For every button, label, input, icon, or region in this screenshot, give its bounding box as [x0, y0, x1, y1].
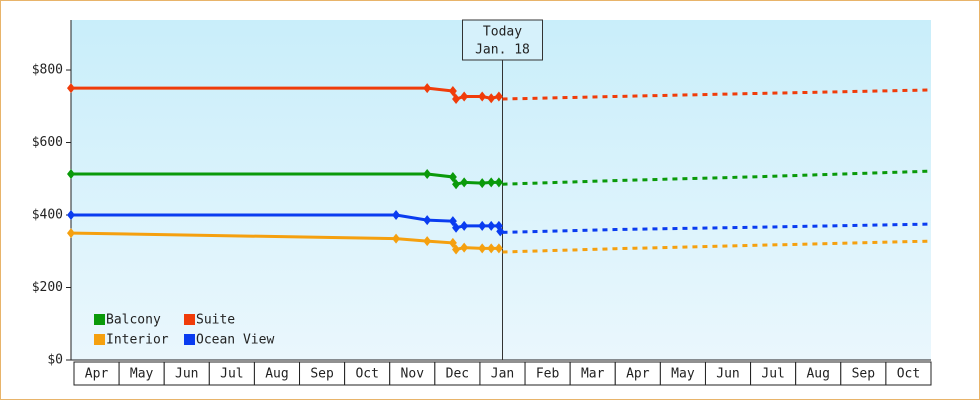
legend-swatch — [184, 314, 195, 325]
x-tick-label: Jun — [716, 367, 739, 382]
point — [423, 236, 432, 247]
legend-swatch — [94, 334, 105, 345]
point — [67, 228, 75, 239]
x-tick-label: Mar — [581, 367, 605, 382]
point — [423, 215, 432, 226]
y-tick-label: $600 — [32, 135, 63, 150]
y-tick-label: $0 — [47, 353, 63, 368]
x-tick-label: Nov — [401, 367, 425, 382]
point — [67, 169, 75, 180]
forecast-line — [502, 222, 932, 234]
x-tick-label: Apr — [626, 367, 650, 382]
y-tick-label: $400 — [32, 208, 63, 223]
x-tick-label: Jun — [175, 367, 198, 382]
point — [496, 226, 505, 237]
point — [67, 210, 75, 221]
x-tick-label: May — [130, 367, 154, 382]
point — [452, 244, 461, 255]
x-tick-label: May — [671, 367, 695, 382]
x-tick-label: Apr — [85, 367, 109, 382]
point — [423, 83, 432, 94]
point — [494, 243, 503, 254]
point — [487, 243, 496, 254]
point — [487, 93, 496, 104]
legend-label: Ocean View — [196, 333, 274, 348]
point — [448, 216, 457, 227]
x-tick-label: Jan — [491, 367, 514, 382]
point — [460, 91, 469, 102]
legend-swatch — [184, 334, 195, 345]
today-box — [462, 19, 543, 61]
point — [448, 237, 457, 248]
point — [452, 179, 461, 190]
today-label: Jan. 18 — [475, 43, 530, 58]
x-tick-label: Aug — [265, 367, 288, 382]
point — [67, 83, 75, 94]
point — [487, 220, 496, 231]
x-tick-label: Jul — [220, 367, 243, 382]
x-tick-label: Sep — [310, 367, 334, 382]
point — [487, 177, 496, 188]
point — [460, 177, 469, 188]
point — [392, 210, 401, 221]
point — [478, 178, 487, 189]
point — [478, 243, 487, 254]
plot-area — [71, 20, 931, 360]
forecast-line — [502, 169, 932, 186]
point — [448, 171, 457, 182]
point — [478, 91, 487, 102]
today-label: Today — [483, 25, 522, 40]
point — [460, 242, 469, 253]
y-tick-label: $200 — [32, 280, 63, 295]
forecast-line — [502, 88, 932, 101]
point — [452, 94, 461, 105]
x-tick-label: Dec — [446, 367, 469, 382]
x-tick-label: Jul — [761, 367, 784, 382]
point — [392, 233, 401, 244]
y-tick-label: $800 — [32, 63, 63, 78]
legend-swatch — [94, 314, 105, 325]
point — [423, 169, 432, 180]
legend-label: Suite — [196, 313, 235, 328]
point — [494, 91, 503, 102]
x-tick-label: Sep — [852, 367, 876, 382]
x-category-box — [885, 361, 932, 386]
point — [448, 86, 457, 97]
x-tick-label: Oct — [355, 367, 378, 382]
point — [452, 222, 461, 233]
point — [494, 177, 503, 188]
point — [460, 220, 469, 231]
x-tick-label: Feb — [536, 367, 560, 382]
x-tick-label: Oct — [897, 367, 920, 382]
legend-label: Balcony — [106, 313, 161, 328]
legend-label: Interior — [106, 333, 169, 348]
point — [478, 220, 487, 231]
forecast-line — [502, 239, 932, 254]
x-tick-label: Aug — [806, 367, 829, 382]
